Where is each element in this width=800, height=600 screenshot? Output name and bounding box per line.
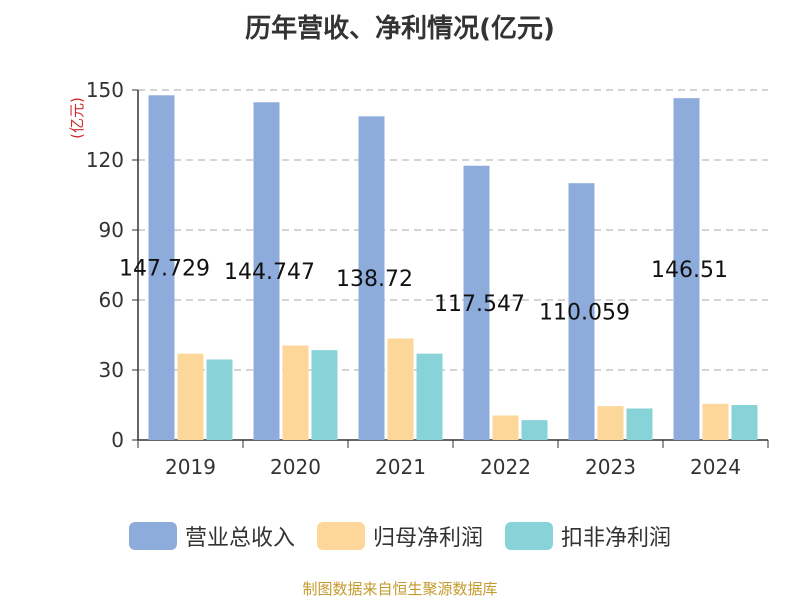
y-tick-label: 120 xyxy=(86,148,124,172)
bar-deducted-profit xyxy=(626,408,653,440)
bar-deducted-profit xyxy=(206,359,233,440)
y-tick-label: 0 xyxy=(111,428,124,452)
legend-swatch-deducted-profit xyxy=(505,522,553,550)
data-label-revenue: 147.729 xyxy=(119,257,210,282)
legend-item-revenue[interactable]: 营业总收入 xyxy=(128,520,295,552)
x-tick-label: 2023 xyxy=(585,455,636,479)
bar-deducted-profit xyxy=(521,420,548,440)
chart-title: 历年营收、净利情况(亿元) xyxy=(245,14,555,44)
legend-label-revenue: 营业总收入 xyxy=(184,526,295,551)
bar-revenue xyxy=(253,102,280,440)
y-tick-label: 150 xyxy=(86,78,124,102)
data-label-revenue: 138.72 xyxy=(336,267,413,292)
bar-revenue xyxy=(568,183,595,440)
y-axis-unit-label: (亿元) xyxy=(68,97,86,139)
legend-label-net-profit: 归母净利润 xyxy=(372,526,483,551)
bar-revenue xyxy=(148,95,175,440)
legend: 营业总收入 归母净利润 扣非净利润 xyxy=(0,520,800,552)
bar-deducted-profit xyxy=(416,353,443,440)
legend-swatch-revenue xyxy=(128,522,177,550)
x-tick-label: 2020 xyxy=(270,455,321,479)
bar-net-profit xyxy=(177,353,204,440)
data-label-revenue: 110.059 xyxy=(539,301,630,326)
legend-item-deducted-profit[interactable]: 扣非净利润 xyxy=(505,520,671,552)
data-label-revenue: 144.747 xyxy=(224,260,315,285)
bar-revenue xyxy=(463,165,490,440)
y-tick-label: 90 xyxy=(99,218,124,242)
y-tick-label: 30 xyxy=(99,358,124,382)
bar-net-profit xyxy=(597,406,624,440)
data-label-revenue: 117.547 xyxy=(434,292,525,317)
bar-net-profit xyxy=(387,338,414,440)
bar-deducted-profit xyxy=(731,405,758,440)
bar-net-profit xyxy=(702,403,729,440)
legend-item-net-profit[interactable]: 归母净利润 xyxy=(316,520,483,552)
bar-deducted-profit xyxy=(311,350,338,440)
bar-net-profit xyxy=(282,345,309,440)
legend-label-deducted-profit: 扣非净利润 xyxy=(561,526,672,551)
x-tick-label: 2024 xyxy=(690,455,741,479)
y-tick-label: 60 xyxy=(99,288,124,312)
bar-revenue xyxy=(358,116,385,440)
bar-net-profit xyxy=(492,415,519,440)
x-tick-label: 2019 xyxy=(165,455,216,479)
x-tick-label: 2022 xyxy=(480,455,531,479)
legend-swatch-net-profit xyxy=(316,522,365,550)
data-label-revenue: 146.51 xyxy=(651,258,728,283)
data-source: 制图数据来自恒生聚源数据库 xyxy=(302,580,498,598)
bar-revenue xyxy=(673,98,700,440)
x-tick-label: 2021 xyxy=(375,455,426,479)
